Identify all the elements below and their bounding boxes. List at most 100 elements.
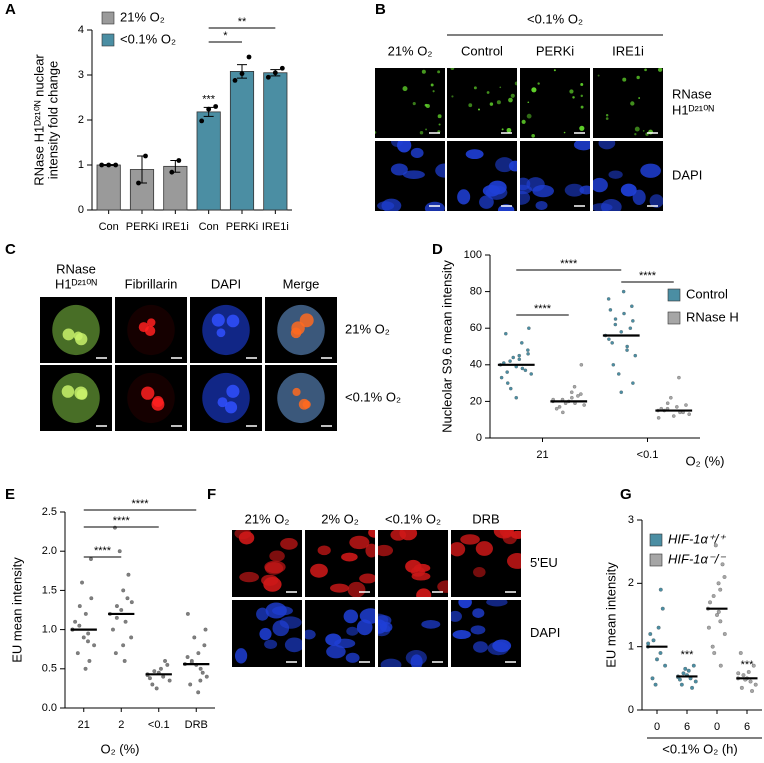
micrograph-content xyxy=(202,304,250,356)
nucleolus xyxy=(151,397,165,411)
x-tick-label: 0 xyxy=(714,721,720,733)
data-point xyxy=(579,363,584,367)
nucleolus xyxy=(211,313,225,327)
nucleolus xyxy=(299,313,314,328)
nucleus xyxy=(381,198,402,211)
nucleus xyxy=(234,648,248,664)
data-point xyxy=(77,604,82,609)
data-point xyxy=(121,643,126,648)
data-point xyxy=(77,623,82,628)
data-point xyxy=(119,608,124,612)
data-point xyxy=(92,643,97,648)
nucleolus xyxy=(224,401,238,414)
data-point xyxy=(185,611,190,616)
x-tick-label: IRE1i xyxy=(262,221,289,233)
column-header: 2% O₂ xyxy=(321,511,359,526)
x-tick-label: <0.1 xyxy=(637,449,659,461)
column-header: Control xyxy=(461,43,503,58)
nucleus xyxy=(451,610,462,622)
x-tick-label: Con xyxy=(199,221,219,233)
data-point xyxy=(672,414,676,418)
data-point xyxy=(630,304,634,308)
data-point xyxy=(706,625,711,630)
data-point xyxy=(73,619,78,624)
panel-letter: C xyxy=(5,241,16,258)
nucleus xyxy=(649,194,663,208)
nucleolus xyxy=(62,328,75,341)
micrograph-content xyxy=(378,530,448,597)
y-tick-label: 40 xyxy=(470,359,482,371)
data-point xyxy=(665,401,670,405)
data-point xyxy=(619,330,624,334)
y-tick-label: 3 xyxy=(78,69,84,81)
data-point xyxy=(505,381,510,385)
nucleus xyxy=(256,607,269,621)
nucleus xyxy=(378,544,394,557)
x-tick-label: DRB xyxy=(185,719,208,731)
data-point xyxy=(147,676,152,681)
row-label: H1ᴰ²¹⁰ᴺ xyxy=(672,102,714,117)
nucleolus xyxy=(217,397,228,408)
nucleus xyxy=(52,304,100,356)
data-point xyxy=(751,663,756,668)
x-tick-label: <0.1 xyxy=(148,719,170,731)
nucleus xyxy=(279,616,302,629)
data-point xyxy=(628,326,633,330)
data-point xyxy=(165,662,170,667)
signal-dot xyxy=(450,68,455,71)
nucleus xyxy=(608,170,623,179)
data-point xyxy=(718,587,723,592)
data-point xyxy=(613,317,618,321)
data-point xyxy=(232,78,238,83)
y-axis-label: intensity fold change xyxy=(45,61,60,180)
signal-dot xyxy=(644,68,647,72)
x-tick-label: 6 xyxy=(744,721,750,733)
nucleus xyxy=(473,566,486,578)
micrograph-content xyxy=(593,141,663,211)
signal-dot xyxy=(634,126,640,132)
data-point xyxy=(569,390,574,394)
data-point xyxy=(579,392,583,396)
data-point xyxy=(718,663,723,668)
significance: *** xyxy=(741,659,755,671)
data-point xyxy=(683,666,688,671)
data-point xyxy=(741,673,746,678)
data-point xyxy=(711,594,716,598)
nucleus xyxy=(390,530,407,541)
signal-dot xyxy=(527,101,530,104)
row-label: <0.1% O₂ xyxy=(345,389,401,404)
y-axis-label: EU mean intensity xyxy=(9,557,24,663)
data-point xyxy=(86,631,91,636)
legend-label: 21% O₂ xyxy=(120,9,165,24)
nucleolus xyxy=(61,385,75,398)
y-tick-label: 0.0 xyxy=(42,702,57,714)
x-axis-label: O₂ (%) xyxy=(101,741,140,756)
y-axis-label: Nucleolar S9.6 mean intensity xyxy=(439,260,454,433)
nucleus xyxy=(261,574,279,586)
data-point xyxy=(517,357,522,362)
signal-dot xyxy=(580,94,583,98)
micrograph-content xyxy=(520,141,590,210)
data-point xyxy=(106,162,112,168)
panel-letter: A xyxy=(5,1,16,18)
x-tick-label: IRE1i xyxy=(162,221,189,233)
nucleus xyxy=(410,147,424,159)
data-point xyxy=(713,543,718,548)
significance: **** xyxy=(639,270,657,282)
nucleus xyxy=(368,530,375,538)
column-header: DRB xyxy=(472,511,499,526)
micrograph-content xyxy=(127,372,175,424)
nucleolus xyxy=(226,314,240,328)
legend-label: HIF-1α⁻/⁻ xyxy=(668,551,726,566)
data-point xyxy=(716,581,721,586)
data-point xyxy=(619,390,624,394)
micrograph-content xyxy=(234,530,298,592)
signal-dot xyxy=(412,102,416,106)
nucleolus xyxy=(147,318,156,327)
data-point xyxy=(617,372,621,376)
micrograph-content xyxy=(277,304,325,356)
data-point xyxy=(163,659,167,663)
data-point xyxy=(154,686,159,691)
nucleus xyxy=(326,644,346,659)
data-point xyxy=(520,341,524,345)
